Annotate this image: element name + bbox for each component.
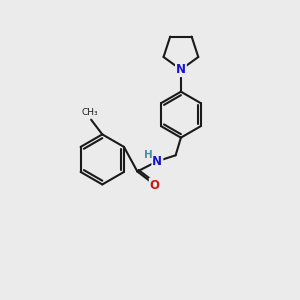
- Text: N: N: [176, 63, 186, 76]
- Text: O: O: [150, 178, 160, 191]
- Text: CH₃: CH₃: [81, 108, 98, 117]
- Text: N: N: [152, 155, 162, 168]
- Text: H: H: [144, 150, 152, 160]
